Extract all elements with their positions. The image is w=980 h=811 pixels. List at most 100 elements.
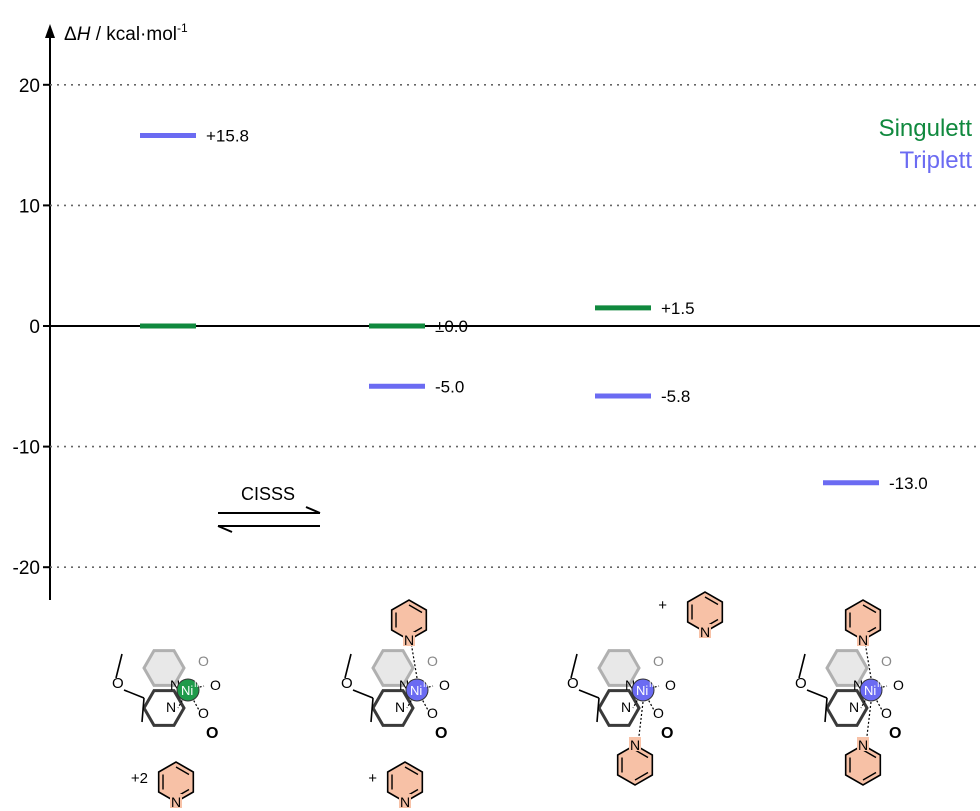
- oxidation-state: II: [194, 679, 199, 689]
- coordination-bond: [638, 701, 644, 737]
- double-bond: [634, 771, 649, 781]
- ligand-ring-lower-icon: [597, 689, 641, 727]
- nitrogen-atom: N: [166, 699, 176, 715]
- bond: [344, 653, 352, 679]
- ligand-ring-upper-icon: [825, 649, 869, 687]
- nitrogen-atom: N: [700, 624, 710, 640]
- nitrogen-atom: N: [395, 699, 405, 715]
- nitrogen-bg: [170, 794, 182, 808]
- nitrogen-atom: N: [630, 737, 640, 753]
- nitrogen-atom: N: [171, 794, 181, 810]
- ligand-ring-lower-icon: [142, 689, 186, 727]
- double-bond: [862, 771, 877, 781]
- oxidation-state: II: [877, 679, 882, 689]
- nitrogen-bg: [699, 624, 711, 638]
- oxygen-atom: O: [881, 705, 892, 721]
- metal-center-icon: [631, 678, 655, 702]
- nitrogen-bg: [857, 632, 869, 646]
- metal-label: Ni: [864, 683, 876, 698]
- metal-label: Ni: [410, 683, 422, 698]
- nitrogen-atom: N: [404, 632, 414, 648]
- oxygen-atom: O: [653, 705, 664, 721]
- oxygen-atom: O: [665, 677, 676, 693]
- bond: [578, 689, 600, 699]
- bond: [123, 689, 145, 699]
- ligand-ring-upper-icon: [371, 649, 415, 687]
- oxygen-atom: O: [341, 675, 353, 692]
- bond: [370, 697, 374, 723]
- oxygen-atom: O: [889, 725, 901, 742]
- oxygen-atom: O: [112, 675, 124, 692]
- nitrogen-atom: N: [858, 737, 868, 753]
- stoichiometry-label: +2: [131, 770, 148, 787]
- level-label: +15.8: [206, 126, 249, 145]
- bond: [824, 697, 828, 723]
- double-bond: [862, 604, 877, 614]
- nitrogen-atom: N: [849, 699, 859, 715]
- oxidation-state: II: [649, 679, 654, 689]
- legend-singulett: Singulett: [879, 115, 973, 142]
- legend-triplett: Triplett: [900, 147, 973, 174]
- nitrogen-atom: N: [625, 677, 635, 693]
- nitrogen-atom: N: [621, 699, 631, 715]
- equilibrium-label: CISSS: [241, 484, 295, 504]
- energy-levels: +15.8 ±0.0 -5.0 +1.5 -5.8 -13.0: [140, 126, 928, 493]
- oxygen-atom: O: [439, 677, 450, 693]
- equilibrium-arrows-icon: [217, 506, 321, 533]
- oxygen-atom: O: [198, 653, 209, 669]
- double-bond: [704, 596, 719, 606]
- oxygen-atom: O: [427, 653, 438, 669]
- ligand-ring-lower-icon: [371, 689, 415, 727]
- oxygen-atom: O: [893, 677, 904, 693]
- y-axis-arrowhead: [45, 24, 55, 38]
- metal-center-icon: [176, 678, 200, 702]
- metal-center-icon: [859, 678, 883, 702]
- coordination-bond: [866, 701, 872, 737]
- double-bond: [404, 766, 419, 776]
- stoichiometry-label: +: [368, 770, 377, 787]
- oxygen-atom: O: [427, 705, 438, 721]
- bond: [570, 653, 578, 679]
- metal-center-icon: [405, 678, 429, 702]
- double-bond: [634, 749, 649, 759]
- oxidation-state: II: [423, 679, 428, 689]
- oxygen-atom: O: [435, 725, 447, 742]
- oxygen-atom: O: [795, 675, 807, 692]
- oxygen-atom: O: [206, 725, 218, 742]
- coordination-bond: [632, 689, 644, 709]
- nitrogen-bg: [857, 737, 869, 751]
- tick-label: 10: [19, 196, 40, 217]
- nitrogen-atom: N: [170, 677, 180, 693]
- bond: [141, 697, 145, 723]
- coordination-bond: [177, 689, 189, 709]
- oxygen-atom: O: [567, 675, 579, 692]
- y-ticks: 20 10 0 -10 -20: [13, 76, 50, 579]
- metal-label: Ni: [636, 683, 648, 698]
- y-axis-title: ΔH / kcal·mol-1: [64, 21, 188, 45]
- bond: [352, 689, 374, 699]
- ligand-ring-upper-icon: [597, 649, 641, 687]
- double-bond: [862, 749, 877, 759]
- oxygen-atom: O: [210, 677, 221, 693]
- coordination-bond: [860, 689, 872, 709]
- nitrogen-bg: [629, 737, 641, 751]
- oxygen-atom: O: [198, 705, 209, 721]
- nitrogen-atom: N: [858, 632, 868, 648]
- bond: [806, 689, 828, 699]
- oxygen-atom: O: [881, 653, 892, 669]
- bond: [798, 653, 806, 679]
- tick-label: -10: [13, 438, 40, 459]
- tick-label: -20: [13, 558, 40, 579]
- level-label: ±0.0: [435, 317, 468, 336]
- gridlines: [50, 84, 980, 569]
- bond: [115, 653, 123, 679]
- bond: [596, 697, 600, 723]
- nitrogen-bg: [399, 794, 411, 808]
- coordination-bond: [406, 689, 418, 709]
- oxygen-atom: O: [653, 653, 664, 669]
- double-bond: [175, 766, 190, 776]
